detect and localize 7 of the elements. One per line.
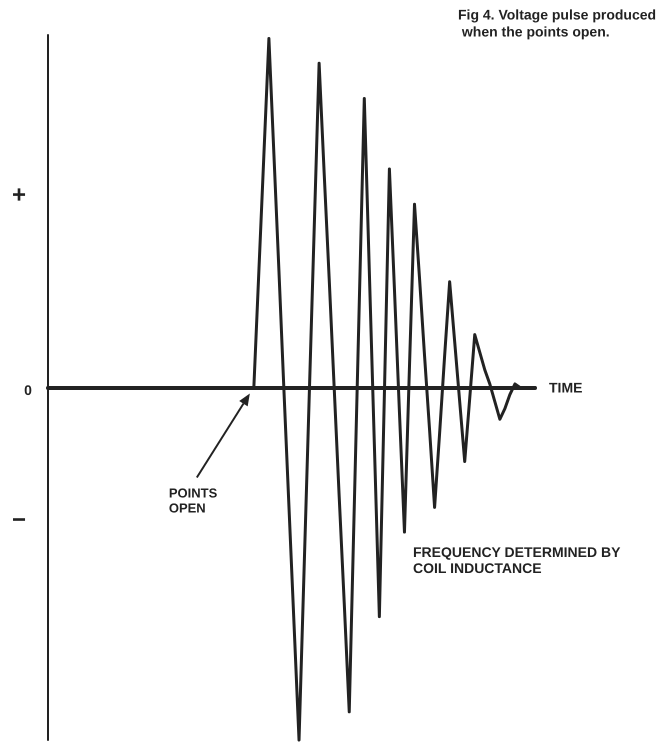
text: + xyxy=(12,182,26,208)
text: − xyxy=(12,506,26,534)
text: 0 xyxy=(24,382,32,398)
chart-title: Fig 4. Voltage pulse produced when the points open. xyxy=(458,6,656,40)
annotation: FREQUENCY DETERMINED BY COIL INDUCTANCE xyxy=(413,544,624,576)
annotation: POINTS OPEN xyxy=(168,486,221,516)
x-axis-title: TIME xyxy=(549,380,582,396)
